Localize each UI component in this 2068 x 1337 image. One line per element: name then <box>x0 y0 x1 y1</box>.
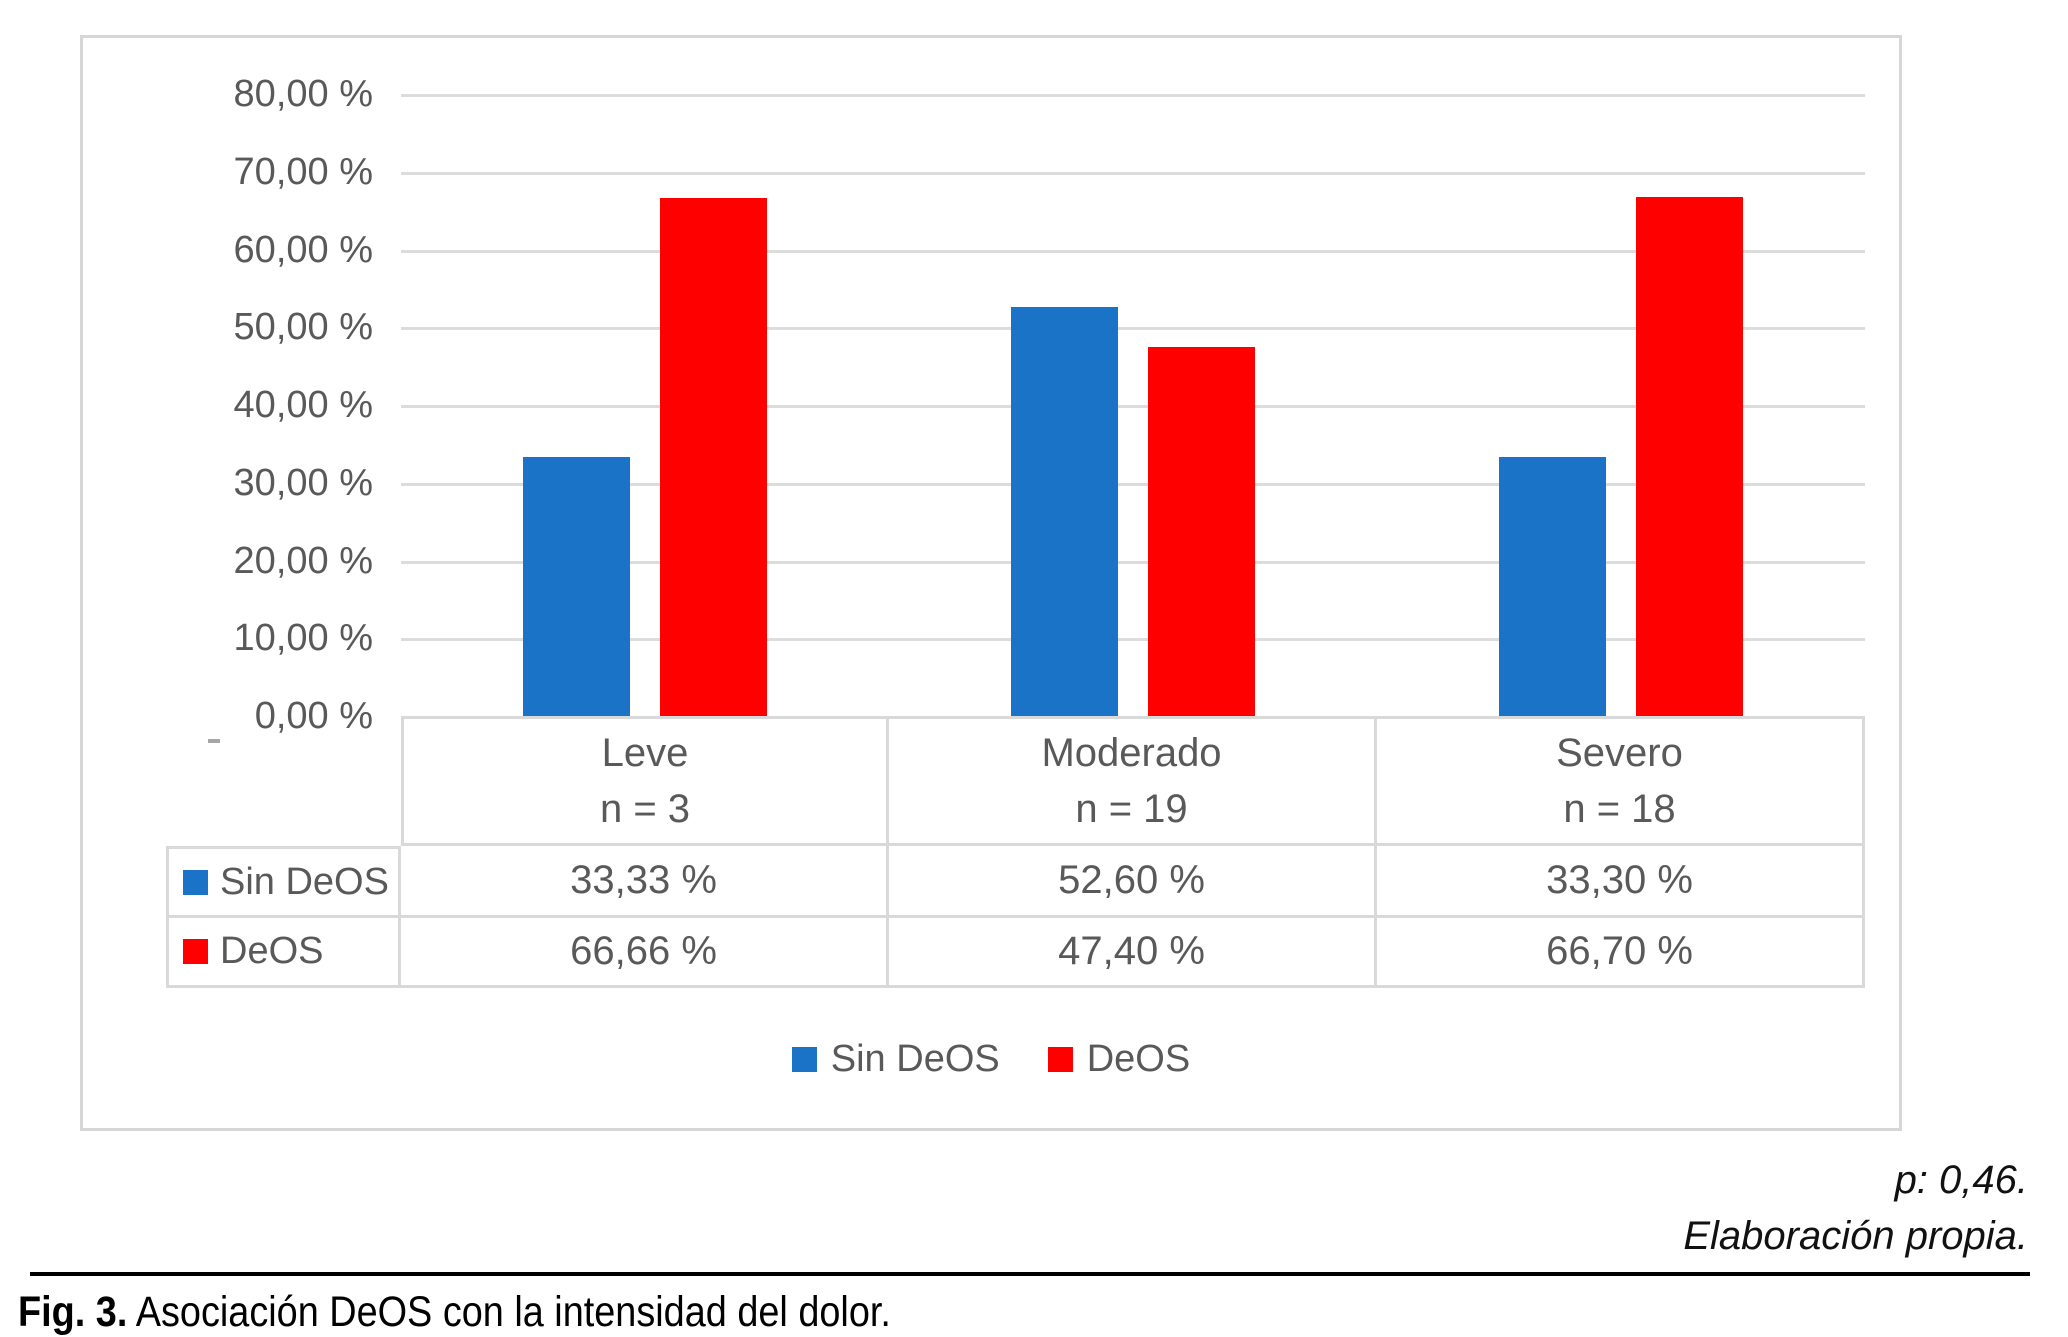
gridline <box>401 171 1865 175</box>
bar-deos-moderado <box>1148 347 1255 716</box>
category-label: Moderado <box>1041 731 1222 775</box>
category-count: n = 19 <box>1075 787 1188 831</box>
source-note: Elaboración propia. <box>1683 1214 2028 1258</box>
y-axis-tick-label: 40,00 % <box>233 384 373 426</box>
table-header-cell: Moderado n = 19 <box>889 716 1377 846</box>
red-legend-swatch <box>183 939 208 964</box>
y-axis-tick-label: 10,00 % <box>233 617 373 660</box>
bar-sin-deos-moderado <box>1011 307 1118 716</box>
figure-caption: Fig. 3. Asociación DeOS con la intensida… <box>18 1288 891 1337</box>
blue-legend-swatch <box>183 869 208 895</box>
red-legend-swatch <box>1047 1047 1073 1072</box>
table-value-cell: 33,33 % <box>401 846 889 918</box>
table-row-label: Sin DeOS <box>166 846 401 918</box>
y-axis-tick-label: 20,00 % <box>233 539 373 582</box>
gridline <box>401 482 1865 486</box>
table-value-cell: 66,66 % <box>401 918 889 988</box>
table-header-cell: Leve n = 3 <box>401 716 889 846</box>
bar-sin-deos-leve <box>523 456 630 716</box>
gridline <box>401 249 1865 253</box>
legend-item-deos: DeOS <box>1047 1038 1191 1081</box>
figure-notes: p: 0,46. Elaboración propia. <box>1683 1152 2028 1264</box>
table-value-cell: 47,40 % <box>889 918 1377 988</box>
table-header-cell: Severo n = 18 <box>1377 716 1865 846</box>
table-row-label: DeOS <box>166 918 401 988</box>
y-axis-tick-label: 80,00 % <box>233 73 373 115</box>
table-value-cell: 66,70 % <box>1377 918 1865 988</box>
gridline <box>401 638 1865 642</box>
y-axis-tick-label: 60,00 % <box>233 228 373 271</box>
y-axis-tick-label: 0,00 % <box>254 695 373 737</box>
category-count: n = 3 <box>599 787 691 831</box>
table-value-cell: 33,30 % <box>1377 846 1865 918</box>
figure-caption-label: Fig. 3. <box>18 1288 128 1336</box>
category-label: Severo <box>1556 731 1683 775</box>
category-label: Leve <box>601 731 689 775</box>
legend-item-sin-deos: Sin DeOS <box>791 1038 1000 1081</box>
gridline <box>401 405 1865 408</box>
gridline <box>401 560 1865 564</box>
caption-divider <box>30 1272 2030 1276</box>
y-axis-tick-label: 50,00 % <box>233 306 373 349</box>
figure-caption-text: Asociación DeOS con la intensidad del do… <box>127 1288 891 1336</box>
plot-area <box>401 94 1865 716</box>
bar-deos-severo <box>1636 197 1743 716</box>
category-count: n = 18 <box>1563 787 1676 831</box>
gridline <box>401 94 1865 97</box>
y-axis-tick <box>208 739 220 743</box>
series-name: Sin DeOS <box>220 860 389 903</box>
chart-legend: Sin DeOS DeOS <box>83 1038 1899 1081</box>
bar-sin-deos-severo <box>1499 457 1606 716</box>
legend-label: Sin DeOS <box>830 1038 1000 1080</box>
p-value-note: p: 0,46. <box>1894 1158 2028 1202</box>
y-axis-tick-label: 30,00 % <box>233 461 373 504</box>
bar-deos-leve <box>660 197 767 716</box>
gridline <box>401 327 1865 331</box>
series-name: DeOS <box>220 930 324 972</box>
legend-label: DeOS <box>1086 1038 1191 1080</box>
table-value-cell: 52,60 % <box>889 846 1377 918</box>
y-axis-tick-label: 70,00 % <box>233 150 373 193</box>
blue-legend-swatch <box>791 1047 817 1072</box>
chart-figure-box: 80,00 % 70,00 % 60,00 % 50,00 % 40,00 % 30,00… <box>80 35 1902 1131</box>
